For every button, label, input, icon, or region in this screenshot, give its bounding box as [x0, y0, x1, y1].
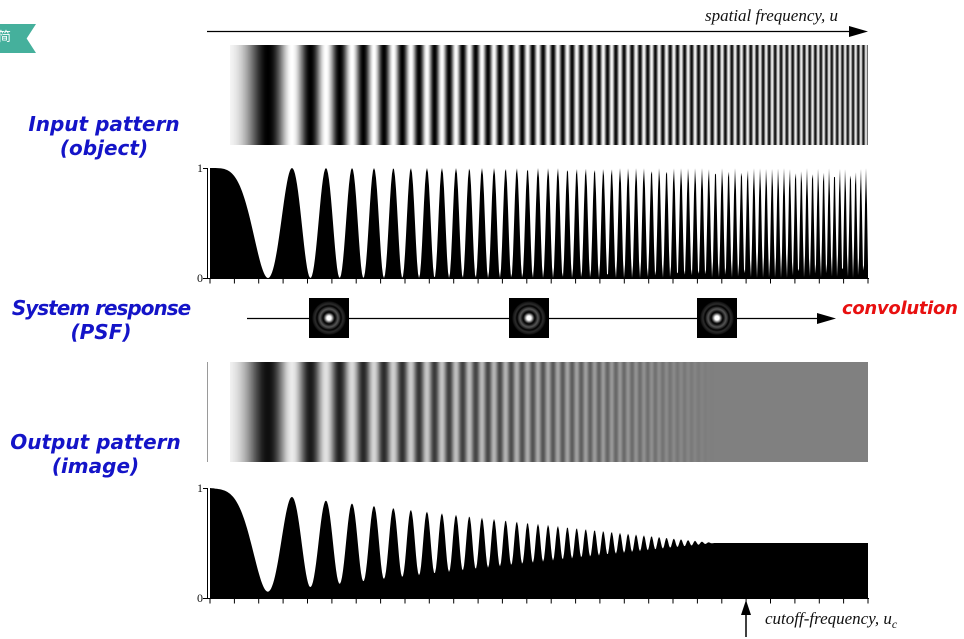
output-pattern-title: Output pattern (image): [0, 430, 191, 478]
cutoff-frequency-label: cutoff-frequency, uc: [765, 609, 898, 631]
airy-disk-icon: [697, 298, 737, 338]
system-title-line: System response: [11, 296, 191, 320]
input-y-min-label: 0: [197, 271, 203, 285]
airy-disk-icon: [509, 298, 549, 338]
output-y-max-label: 1: [197, 481, 203, 495]
input-y-max-label: 1: [197, 161, 203, 175]
output-chirp-pattern: [230, 362, 868, 462]
input-subtitle-line: (object): [59, 136, 149, 160]
input-chirp-pattern: [230, 45, 868, 145]
convolution-label: convolution: [842, 298, 958, 319]
input-intensity-plot: [203, 168, 869, 284]
output-subtitle-line: (image): [51, 454, 140, 478]
output-intensity-plot: [203, 488, 869, 604]
input-intensity-curve: [210, 168, 868, 278]
cutoff-label-text: cutoff-frequency, u: [765, 609, 892, 628]
spatial-frequency-axis: [207, 26, 868, 37]
system-subtitle-line: (PSF): [70, 320, 132, 344]
cutoff-label-subscript: c: [891, 617, 898, 631]
spatial-frequency-label: spatial frequency, u: [705, 6, 838, 25]
system-response-title: System response (PSF): [1, 296, 201, 344]
cutoff-arrow: [741, 600, 751, 637]
output-title-line: Output pattern: [10, 430, 181, 454]
output-y-min-label: 0: [197, 591, 203, 605]
output-x-ticks: [209, 598, 869, 604]
airy-disk-icon: [309, 298, 349, 338]
input-pattern-title: Input pattern (object): [14, 112, 194, 160]
output-intensity-curve: [210, 488, 868, 598]
convolution-axis-arrowhead: [817, 313, 836, 324]
language-tag-label: 简: [0, 30, 12, 45]
input-title-line: Input pattern: [28, 112, 180, 136]
frequency-axis-arrowhead: [849, 26, 868, 37]
cutoff-arrowhead: [741, 600, 751, 615]
input-x-ticks: [209, 278, 869, 284]
